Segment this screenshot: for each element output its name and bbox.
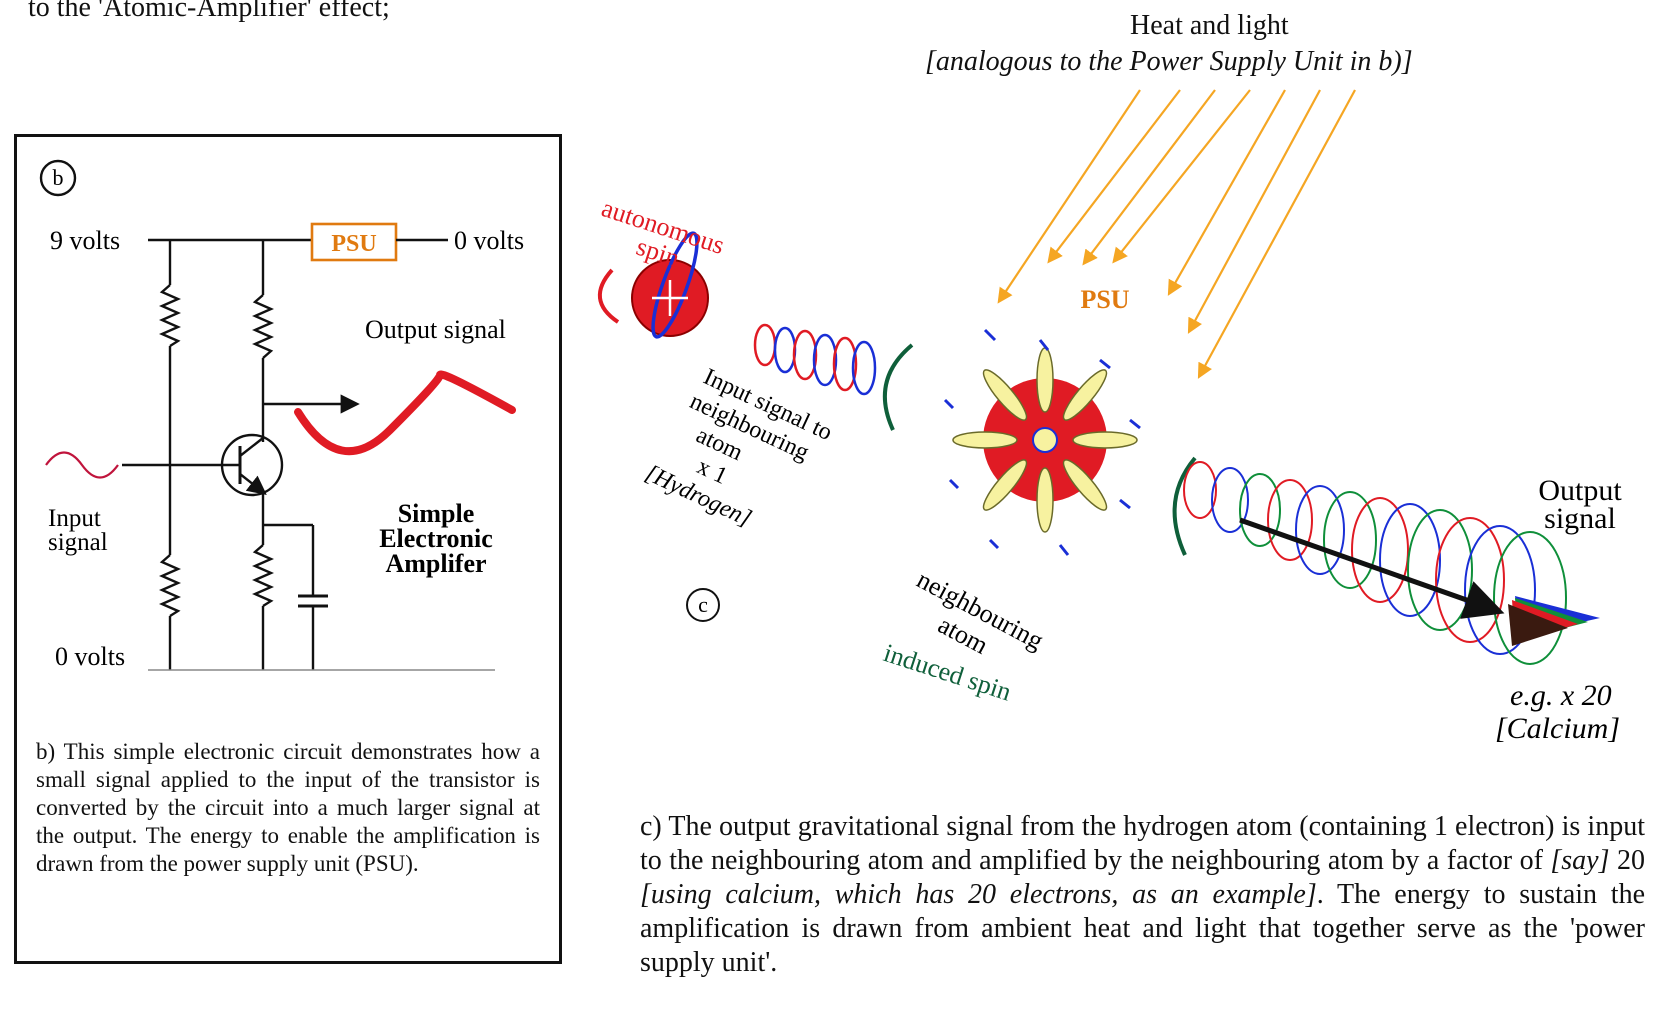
resistor-r4 [252, 544, 274, 608]
atom-core [1032, 427, 1058, 453]
amp-title-3: Amplifer [385, 549, 486, 578]
caption-c: c) The output gravitational signal from … [640, 810, 1645, 980]
output-signal-label-b: Output signal [365, 315, 506, 344]
ray-6 [1187, 89, 1321, 334]
psu-box [310, 222, 398, 262]
transistor-collector-lead [239, 437, 264, 457]
heat-light-rays [997, 89, 1356, 379]
caption-c-calcium-note: [using calcium, which has 20 electrons, … [640, 879, 1317, 910]
ray-3 [1082, 89, 1216, 266]
ray-5 [1167, 89, 1286, 296]
ray-2 [1047, 89, 1181, 264]
output-arrowheads [1508, 596, 1600, 646]
input-signal-label-1: Input [48, 505, 101, 532]
amp-title-2: Electronic [379, 524, 493, 553]
heat-and-light-title: Heat and light [1130, 10, 1289, 41]
ray-1 [997, 89, 1141, 304]
amp-title-1: Simple [398, 499, 475, 528]
input-signal-label-c: Input signal to neighbouring atom x 1 [H… [641, 364, 836, 532]
panel-b-frame [14, 134, 562, 964]
caption-c-twenty: 20 [1609, 845, 1646, 876]
atom-electron-petals [952, 347, 1138, 533]
output-signal-label-1: Output [1538, 474, 1622, 507]
panel-b-marker: b [53, 165, 64, 190]
heat-and-light-subtitle: [analogous to the Power Supply Unit in b… [925, 46, 1413, 77]
caption-c-part-5: . The energy to sustain the amplificatio… [640, 879, 1645, 978]
panel-c-marker-circle [686, 588, 720, 622]
calcium-label: [Calcium] [1495, 712, 1620, 745]
induced-spin-arrow-right [1172, 456, 1197, 556]
panel-c-marker: c [698, 592, 708, 617]
intro-text-fragment: to the 'Atomic-Amplifier' effect; [28, 0, 390, 23]
eg-times-20-label: e.g. x 20 [1510, 679, 1612, 712]
caption-b: b) This simple electronic circuit demons… [36, 739, 540, 876]
output-coil [1183, 461, 1567, 665]
zero-volts-bottom-label: 0 volts [55, 642, 125, 671]
zero-volts-right-label: 0 volts [454, 226, 524, 255]
input-small-wave [45, 451, 119, 479]
ray-7 [1197, 89, 1356, 379]
caption-c-part-1: c) The output gravitational signal from … [640, 811, 1645, 876]
output-signal-label-2: signal [1544, 502, 1616, 535]
output-signal-arrow [1239, 517, 1505, 619]
caption-c-say: [say] [1550, 845, 1610, 876]
input-coil [753, 323, 877, 396]
output-large-wave [294, 370, 516, 456]
circuit-diagram [39, 159, 495, 671]
svg-text:induced spin: induced spin [880, 638, 1015, 706]
ray-4 [1112, 89, 1251, 264]
induced-spin-arrow-left [882, 343, 914, 431]
psu-label-b: PSU [331, 231, 376, 257]
induced-spin-label: induced spin [880, 638, 1015, 706]
autonomous-spin-arrow [597, 268, 620, 324]
psu-label-c: PSU [1080, 285, 1129, 314]
transistor-emitter-lead [239, 473, 267, 495]
hydrogen-spin-orbit [651, 231, 699, 339]
resistor-r1 [159, 284, 181, 348]
resistor-r3 [252, 294, 274, 359]
resistor-r2 [159, 554, 181, 618]
panel-b-marker-circle [39, 159, 77, 197]
input-signal-label-2: signal [48, 529, 108, 556]
neighbouring-atom [882, 328, 1141, 556]
nine-volts-label: 9 volts [50, 226, 120, 255]
atom-spin-ticks [943, 328, 1141, 556]
hydrogen-atom [597, 231, 709, 339]
